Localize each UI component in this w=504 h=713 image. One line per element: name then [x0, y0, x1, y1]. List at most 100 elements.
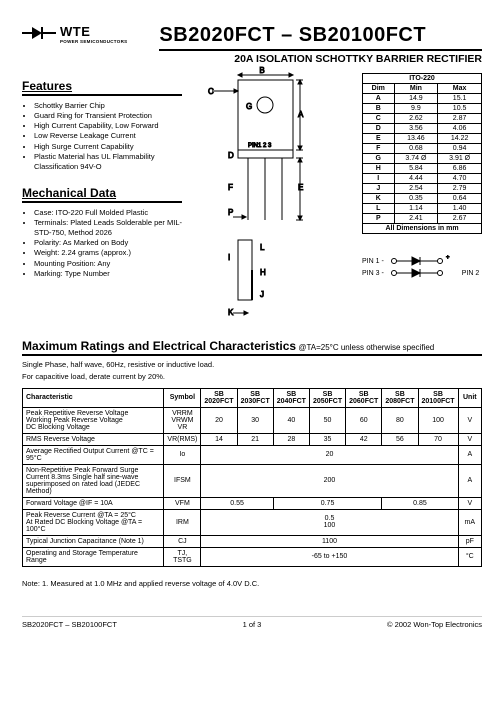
value-cell: 35 [309, 433, 345, 445]
footnote: Note: 1. Measured at 1.0 MHz and applied… [22, 579, 482, 588]
dim-cell: 4.44 [394, 174, 438, 184]
dim-cell: 2.41 [394, 214, 438, 224]
logo-brand: WTE [60, 24, 127, 39]
dim-cell: 0.35 [394, 194, 438, 204]
dim-cell: 14.9 [394, 94, 438, 104]
dim-cell: 5.84 [394, 164, 438, 174]
char-cell: Peak Repetitive Reverse VoltageWorking P… [23, 407, 164, 433]
value-cell: 30 [237, 407, 273, 433]
footer-left: SB2020FCT – SB20100FCT [22, 620, 117, 629]
symbol-cell: VR(RMS) [164, 433, 201, 445]
value-cell: 50 [309, 407, 345, 433]
page-footer: SB2020FCT – SB20100FCT 1 of 3 © 2002 Won… [22, 616, 482, 629]
dim-cell: 2.79 [438, 184, 482, 194]
dim-cell: 2.54 [394, 184, 438, 194]
svg-text:F: F [228, 183, 233, 192]
max-ratings-heading: Maximum Ratings and Electrical Character… [22, 339, 482, 356]
symbol-cell: CJ [164, 535, 201, 547]
symbol-cell: IRM [164, 509, 201, 535]
dim-cell: L [363, 204, 395, 214]
unit-cell: V [458, 497, 481, 509]
part-number-range: SB2020FCT – SB20100FCT [159, 24, 482, 47]
char-cell: Operating and Storage Temperature Range [23, 547, 164, 566]
char-cell: Typical Junction Capacitance (Note 1) [23, 535, 164, 547]
feature-item: Low Reverse Leakage Current [34, 131, 194, 141]
logo-text: WTE POWER SEMICONDUCTORS [60, 24, 127, 44]
dim-cell: 10.5 [438, 104, 482, 114]
dim-cell: E [363, 134, 395, 144]
dim-cell: 6.86 [438, 164, 482, 174]
value-cell: 20 [201, 407, 237, 433]
value-cell: -65 to +150 [201, 547, 458, 566]
dim-cell: P [363, 214, 395, 224]
diode-symbol-icon [388, 267, 458, 279]
char-cell: Average Rectified Output Current @TC = 9… [23, 445, 164, 464]
dim-cell: J [363, 184, 395, 194]
value-cell: 14 [201, 433, 237, 445]
svg-text:C: C [208, 87, 214, 96]
feature-item: Plastic Material has UL Flammability Cla… [34, 152, 194, 172]
char-cell: Non-Repetitive Peak Forward Surge Curren… [23, 464, 164, 497]
char-cell: Peak Reverse Current @TA = 25°CAt Rated … [23, 509, 164, 535]
svg-text:P: P [228, 208, 233, 217]
dim-cell: 4.06 [438, 124, 482, 134]
dim-cell: 3.74 Ø [394, 154, 438, 164]
dim-cell: I [363, 174, 395, 184]
svg-text:E: E [298, 183, 303, 192]
symbol-cell: IFSM [164, 464, 201, 497]
value-cell: 20 [201, 445, 458, 464]
unit-cell: A [458, 445, 481, 464]
footer-right: © 2002 Won-Top Electronics [387, 620, 482, 629]
dim-cell: A [363, 94, 395, 104]
dim-cell: 15.1 [438, 94, 482, 104]
value-cell: 0.55 [201, 497, 273, 509]
table-header: SB2040FCT [273, 388, 309, 407]
left-column: Features Schottky Barrier ChipGuard Ring… [22, 65, 192, 327]
dim-col-min: Min [394, 84, 438, 94]
unit-cell: mA [458, 509, 481, 535]
dim-cell: F [363, 144, 395, 154]
dim-cell: D [363, 124, 395, 134]
dim-cell: H [363, 164, 395, 174]
value-cell: 40 [273, 407, 309, 433]
pin2-label: PIN 2 [462, 270, 480, 277]
dimension-table: ITO-220 Dim Min Max A14.915.1B9.910.5C2.… [362, 73, 482, 234]
value-cell: 28 [273, 433, 309, 445]
feature-item: Guard Ring for Transient Protection [34, 111, 194, 121]
ratings-note-2: For capacitive load, derate current by 2… [22, 372, 482, 382]
table-header: SB2060FCT [346, 388, 382, 407]
dim-cell: 3.56 [394, 124, 438, 134]
svg-text:B: B [259, 66, 264, 75]
logo: WTE POWER SEMICONDUCTORS [22, 24, 127, 44]
electrical-table: CharacteristicSymbolSB2020FCTSB2030FCTSB… [22, 388, 482, 567]
feature-item: High Current Capability, Low Forward [34, 121, 194, 131]
part-subtitle: 20A ISOLATION SCHOTTKY BARRIER RECTIFIER [159, 49, 482, 65]
mechanical-item: Mounting Position: Any [34, 259, 194, 269]
value-cell: 0.75 [273, 497, 382, 509]
dim-cell: 0.68 [394, 144, 438, 154]
svg-text:D: D [228, 151, 234, 160]
title-block: SB2020FCT – SB20100FCT 20A ISOLATION SCH… [135, 24, 482, 65]
table-header: SB2050FCT [309, 388, 345, 407]
unit-cell: pF [458, 535, 481, 547]
svg-text:J: J [260, 290, 264, 299]
diode-symbol-icon: + [388, 255, 458, 267]
logo-subtitle: POWER SEMICONDUCTORS [60, 39, 127, 44]
value-cell: 100 [418, 407, 458, 433]
features-heading: Features [22, 79, 182, 96]
table-header: Symbol [164, 388, 201, 407]
svg-text:+: + [446, 255, 450, 261]
mechanical-item: Weight: 2.24 grams (approx.) [34, 248, 194, 258]
dim-package: ITO-220 [363, 74, 482, 84]
feature-item: High Surge Current Capability [34, 142, 194, 152]
svg-text:G: G [246, 102, 252, 111]
mechanical-heading: Mechanical Data [22, 186, 182, 203]
datasheet-page: WTE POWER SEMICONDUCTORS SB2020FCT – SB2… [0, 0, 504, 645]
table-header: SB2080FCT [382, 388, 418, 407]
dim-col-dim: Dim [363, 84, 395, 94]
mechanical-item: Terminals: Plated Leads Solderable per M… [34, 218, 194, 238]
value-cell: 1100 [201, 535, 458, 547]
dim-cell: 0.64 [438, 194, 482, 204]
dim-cell: B [363, 104, 395, 114]
dim-cell: K [363, 194, 395, 204]
